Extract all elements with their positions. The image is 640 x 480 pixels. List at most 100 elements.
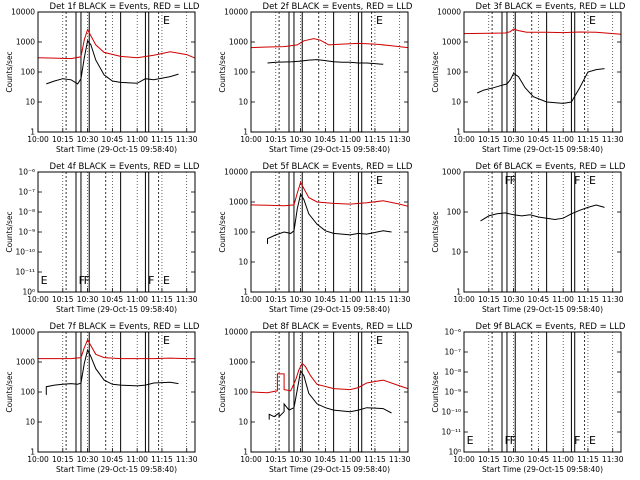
events-series-line [45,348,179,395]
y-tick-label: 10⁻¹⁰ [441,408,461,417]
event-marker-letter: E [163,14,170,27]
event-marker-letter: E [589,174,596,187]
x-tick-label: 11:15 [577,295,599,304]
event-marker-letter: F [505,174,511,187]
x-tick-label: 10:45 [315,455,337,464]
x-tick-label: 10:30 [77,135,99,144]
x-tick-label: 10:45 [315,295,337,304]
chart-panel-8f: Det 8f BLACK = Events, RED = LLD Counts/s… [218,322,413,474]
y-tick-label: 10000 [224,8,248,17]
y-tick-label: 100 [234,388,249,397]
plot-frame [463,171,622,293]
y-tick-label: 10 [451,98,461,107]
x-tick-label: 11:15 [577,455,599,464]
lld-series-line [463,28,622,35]
x-tick-label: 10:30 [503,455,525,464]
y-tick-label: 100 [447,68,462,77]
y-tick-label: 1 [243,448,248,457]
events-series-line [268,369,392,420]
y-tick-label: 10000 [11,328,35,337]
x-tick-label: 11:00 [126,455,148,464]
lld-series-line [250,38,409,49]
chart-panel-9f: Det 9f BLACK = Events, RED = LLD Counts/s… [431,322,626,474]
lld-series-line [38,338,195,360]
x-tick-label: 10:30 [290,295,312,304]
plot-frame [463,331,622,453]
x-tick-label: 10:00 [453,455,475,464]
x-tick-label: 10:15 [265,135,287,144]
y-tick-label: 1000 [229,358,248,367]
x-tick-label: 10:45 [102,455,124,464]
plot-frame [37,171,196,293]
event-marker-letter: E [163,274,170,287]
event-marker-letter: E [589,14,596,27]
y-tick-label: 100 [21,388,36,397]
x-tick-label: 10:00 [453,295,475,304]
x-tick-label: 11:00 [339,295,361,304]
event-marker-letter: F [574,174,580,187]
x-axis-label: Start Time (29-Oct-15 09:58:40) [56,305,177,314]
y-tick-label: 10⁻⁷ [444,348,461,357]
events-series-line [476,68,605,104]
x-tick-label: 10:30 [503,135,525,144]
y-axis-label: Counts/sec [218,51,227,92]
y-axis-label: Counts/sec [431,211,440,252]
x-tick-label: 11:30 [389,135,411,144]
x-tick-label: 10:00 [240,295,262,304]
plot-frame [250,171,409,293]
x-tick-label: 11:00 [552,455,574,464]
x-tick-label: 11:30 [176,295,198,304]
x-axis-label: Start Time (29-Oct-15 09:58:40) [482,145,603,154]
x-tick-label: 11:30 [602,135,624,144]
x-axis-label: Start Time (29-Oct-15 09:58:40) [56,465,177,474]
x-tick-label: 11:00 [552,295,574,304]
x-tick-label: 11:15 [577,135,599,144]
chart-title: Det 1f BLACK = Events, RED = LLD [50,2,200,12]
x-tick-label: 10:15 [265,295,287,304]
chart-panel-1f: Det 1f BLACK = Events, RED = LLD Counts/s… [5,2,200,154]
event-marker-letter: E [41,274,48,287]
y-tick-label: 1 [456,288,461,297]
event-marker-letter: F [510,174,516,187]
x-tick-label: 10:15 [478,295,500,304]
lld-series-line [37,28,196,60]
events-series-line [480,204,605,222]
x-tick-label: 11:30 [602,455,624,464]
x-tick-label: 11:15 [364,135,386,144]
y-tick-label: 1 [30,448,35,457]
y-tick-label: 10⁻¹¹ [15,268,35,277]
plot-frame [37,11,196,133]
x-tick-label: 10:00 [453,135,475,144]
y-tick-label: 100 [21,68,36,77]
x-tick-label: 10:15 [478,135,500,144]
chart-panel-4f: Det 4f BLACK = Events, RED = LLD Counts/s… [5,162,200,314]
chart-title: Det 5f BLACK = Events, RED = LLD [263,162,413,172]
chart-panel-5f: Det 5f BLACK = Events, RED = LLD Counts/s… [218,162,413,314]
events-series-line [46,39,179,85]
x-tick-label: 10:30 [290,455,312,464]
plot-frame [37,331,196,453]
x-tick-label: 10:45 [528,455,550,464]
y-tick-label: 10⁻⁹ [444,388,461,397]
chart-panel-3f: Det 3f BLACK = Events, RED = LLD Counts/s… [431,2,626,154]
events-series-line [267,59,384,65]
y-tick-label: 1000 [16,358,35,367]
y-axis-label: Counts/sec [5,51,14,92]
chart-title: Det 7f BLACK = Events, RED = LLD [50,322,200,332]
y-tick-label: 1 [30,128,35,137]
plot-frame [250,11,409,133]
x-tick-label: 10:15 [478,455,500,464]
x-axis-label: Start Time (29-Oct-15 09:58:40) [482,465,603,474]
event-marker-letter: F [79,274,85,287]
y-tick-label: 10 [238,98,248,107]
x-tick-label: 11:30 [602,295,624,304]
y-tick-label: 10⁻⁶ [444,328,461,337]
event-marker-letter: E [163,334,170,347]
event-marker-letter: F [84,274,90,287]
x-tick-label: 10:00 [27,295,49,304]
y-tick-label: 10000 [437,8,461,17]
y-tick-label: 10⁰ [22,288,35,297]
x-tick-label: 11:00 [126,295,148,304]
y-tick-label: 10⁻¹¹ [441,428,461,437]
x-tick-label: 10:45 [528,295,550,304]
